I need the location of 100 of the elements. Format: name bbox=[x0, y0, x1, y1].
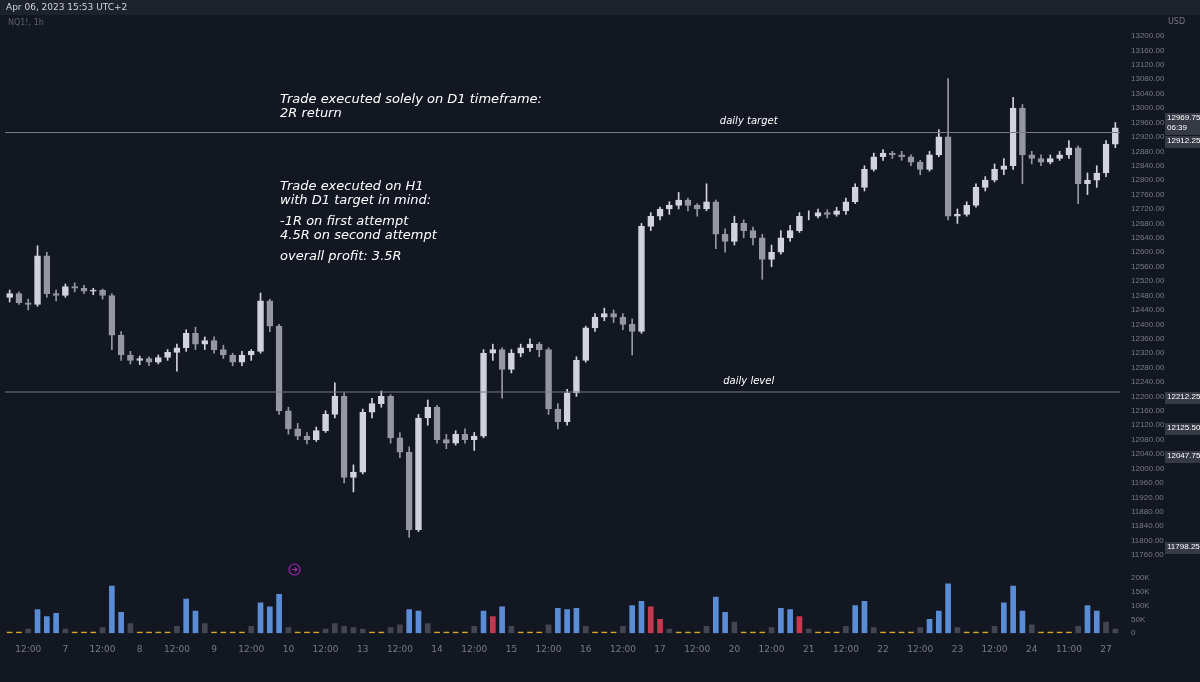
y-tick-label: 12920.00 bbox=[1131, 132, 1165, 142]
y-tick-label: 12360.00 bbox=[1131, 333, 1165, 343]
bar bbox=[248, 625, 255, 634]
text: 12912.25 bbox=[1167, 136, 1200, 146]
candlestick bbox=[823, 209, 831, 219]
annotation: Trade executed solely on D1 timeframe: 2R return bbox=[280, 90, 542, 120]
x-tick-label: 21 bbox=[803, 643, 815, 654]
x-tick-label: 12:00 bbox=[89, 643, 116, 654]
x-tick-label: 20 bbox=[728, 643, 741, 654]
y-tick-label: 12080.00 bbox=[1131, 434, 1165, 444]
text: 12969.75 06:39 bbox=[1167, 113, 1200, 133]
y-tick-label: 150K bbox=[1131, 586, 1151, 596]
bar bbox=[620, 625, 626, 634]
bar bbox=[787, 609, 793, 634]
y-tick-label: 12800.00 bbox=[1131, 175, 1165, 185]
bar bbox=[555, 607, 561, 634]
y-tick-label: 13000.00 bbox=[1131, 103, 1165, 113]
bar bbox=[1001, 602, 1007, 634]
bar bbox=[109, 585, 115, 634]
bar bbox=[174, 625, 180, 634]
bar bbox=[778, 607, 784, 634]
candlestick bbox=[24, 298, 32, 311]
bar bbox=[843, 625, 849, 634]
x-tick-label: 8 bbox=[136, 643, 143, 654]
bar bbox=[118, 612, 124, 634]
y-tick-label: 12480.00 bbox=[1131, 290, 1165, 300]
y-tick-label: 12600.00 bbox=[1131, 247, 1165, 257]
x-tick-label: 27 bbox=[1100, 643, 1112, 654]
x-tick-label: 12:00 bbox=[981, 643, 1008, 654]
bar bbox=[1075, 625, 1082, 634]
bar bbox=[852, 605, 859, 634]
bar bbox=[332, 623, 338, 634]
bar bbox=[489, 616, 496, 634]
chart-subtitle: Apr 06, 2023 15:53 UTC+2 bbox=[6, 2, 128, 12]
y-tick-label: 12400.00 bbox=[1131, 319, 1165, 329]
y-tick-label: 11800.00 bbox=[1131, 535, 1165, 545]
chart-title: NQ1!, 1h bbox=[8, 18, 44, 27]
y-tick-label: 50K bbox=[1131, 614, 1146, 624]
bar bbox=[954, 627, 961, 634]
x-tick-label: 12:00 bbox=[907, 643, 934, 654]
bar bbox=[722, 612, 728, 634]
y-tick-label: 11960.00 bbox=[1131, 478, 1165, 488]
x-tick-label: 16 bbox=[580, 643, 592, 654]
bar bbox=[266, 606, 273, 634]
x-tick-label: 12:00 bbox=[386, 643, 414, 654]
x-tick-label: 14 bbox=[431, 643, 444, 654]
bar bbox=[870, 627, 877, 634]
bar bbox=[285, 627, 292, 634]
y-tick-label: 13120.00 bbox=[1131, 60, 1165, 70]
y-tick-label: 12240.00 bbox=[1131, 377, 1165, 387]
x-tick-label: 12:00 bbox=[684, 643, 711, 654]
text: 12047.75 bbox=[1167, 451, 1200, 461]
text: 12125.50 bbox=[1167, 423, 1200, 433]
bar bbox=[499, 606, 505, 634]
y-tick-label: 12680.00 bbox=[1131, 218, 1165, 228]
x-tick-label: 12:00 bbox=[832, 643, 860, 654]
y-tick-label: 12320.00 bbox=[1131, 348, 1165, 358]
y-tick-label: 12160.00 bbox=[1131, 406, 1165, 416]
y-tick-label: 12760.00 bbox=[1131, 189, 1165, 199]
bar bbox=[201, 623, 208, 634]
bar bbox=[582, 625, 589, 634]
y-tick-label: 11840.00 bbox=[1131, 521, 1165, 531]
y-tick-label: 12840.00 bbox=[1131, 160, 1165, 170]
x-tick-label: 23 bbox=[951, 643, 964, 654]
y-tick-label: 12200.00 bbox=[1131, 391, 1165, 401]
bar bbox=[359, 628, 366, 634]
x-tick-label: 10 bbox=[282, 643, 295, 654]
y-tick-label: 11920.00 bbox=[1131, 492, 1165, 502]
x-tick-label: 13 bbox=[357, 643, 369, 654]
y-tick-label: 12560.00 bbox=[1131, 261, 1165, 271]
bar bbox=[1103, 621, 1109, 634]
bar bbox=[935, 610, 942, 634]
x-tick-label: 22 bbox=[877, 643, 889, 654]
x-tick-label: 12:00 bbox=[238, 643, 265, 654]
text: 12212.25 bbox=[1167, 392, 1200, 402]
y-tick-label: 11760.00 bbox=[1131, 550, 1165, 560]
y-tick-label: 200K bbox=[1131, 573, 1151, 582]
y-tick-label: 12280.00 bbox=[1131, 362, 1165, 372]
y-tick-label: 100K bbox=[1131, 600, 1151, 610]
x-tick-label: 15 bbox=[505, 643, 518, 654]
y-tick-label: 12880.00 bbox=[1131, 146, 1165, 156]
bar bbox=[917, 627, 924, 634]
y-tick-label: 13040.00 bbox=[1131, 88, 1165, 98]
y-tick-label: 11880.00 bbox=[1131, 506, 1165, 516]
y-tick-label: 13080.00 bbox=[1131, 74, 1165, 84]
y-tick-label: 12120.00 bbox=[1131, 420, 1165, 430]
bar bbox=[25, 628, 32, 634]
bar bbox=[183, 598, 190, 634]
x-tick-label: 7 bbox=[62, 643, 69, 654]
y-tick-label: 12440.00 bbox=[1131, 305, 1165, 315]
bar bbox=[99, 627, 106, 634]
bar bbox=[1028, 624, 1035, 634]
bar bbox=[341, 625, 347, 634]
y-tick-label: 12640.00 bbox=[1131, 233, 1165, 243]
bar bbox=[1093, 610, 1100, 634]
x-tick-label: 9 bbox=[211, 643, 218, 654]
candlestick bbox=[71, 282, 79, 293]
x-tick-label: 12:00 bbox=[535, 643, 562, 654]
bar bbox=[805, 628, 812, 634]
x-tick-label: 24 bbox=[1026, 643, 1038, 654]
